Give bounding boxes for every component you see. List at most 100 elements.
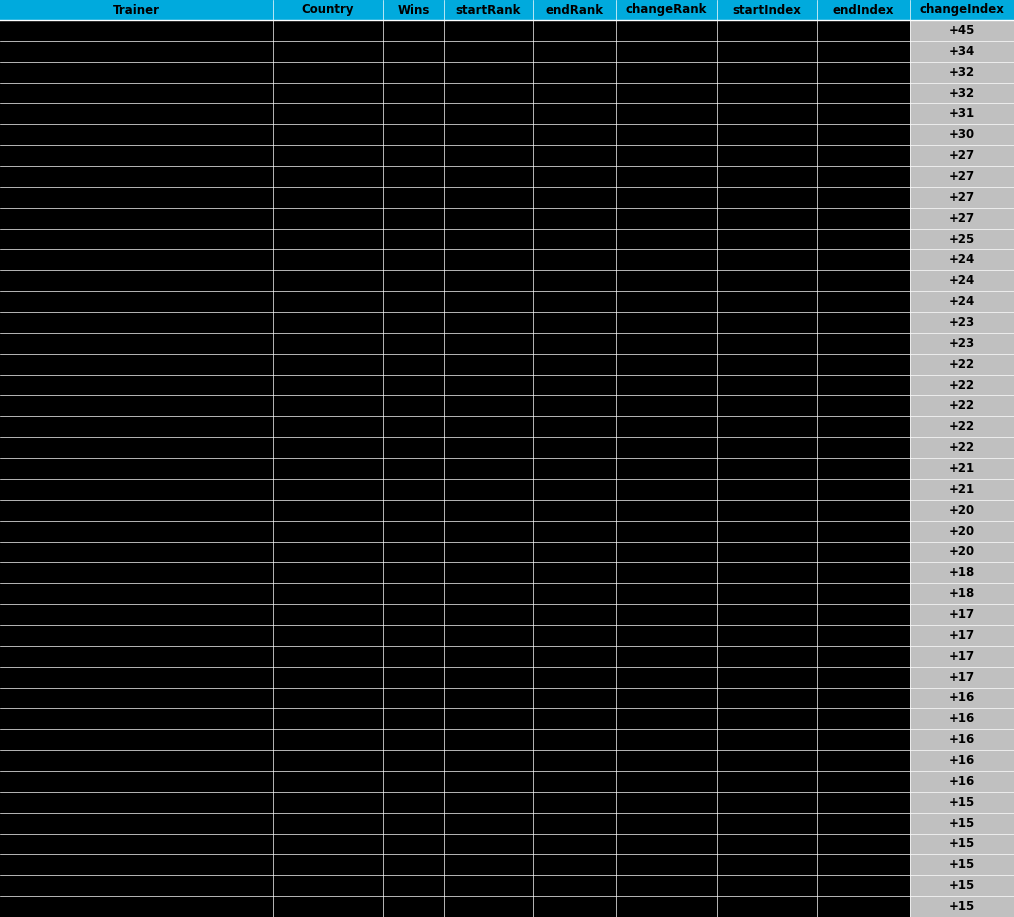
Bar [383,83,444,104]
Bar [911,333,1014,354]
Bar [444,41,533,61]
Bar [617,562,717,583]
Bar [444,166,533,187]
Bar [617,855,717,876]
Bar [273,771,383,792]
Bar [273,855,383,876]
Text: +16: +16 [949,754,975,767]
Bar [383,354,444,375]
Text: +22: +22 [949,400,975,413]
Bar [273,583,383,604]
Bar [911,375,1014,395]
Bar [0,41,273,61]
Bar [911,208,1014,228]
Bar [617,395,717,416]
Bar [533,228,617,249]
Bar [717,500,817,521]
Text: +22: +22 [949,358,975,370]
Bar [444,876,533,896]
Bar [717,61,817,83]
Bar [817,667,911,688]
Bar [817,583,911,604]
Bar [911,750,1014,771]
Bar [717,583,817,604]
Bar [817,125,911,145]
Bar [617,208,717,228]
Bar [0,249,273,271]
Bar [717,750,817,771]
Bar [817,249,911,271]
Bar [444,812,533,834]
Bar [383,583,444,604]
Bar [817,312,911,333]
Text: +17: +17 [949,670,975,683]
Bar [617,249,717,271]
Bar [444,855,533,876]
Bar [0,375,273,395]
Text: startIndex: startIndex [732,4,801,17]
Bar [273,312,383,333]
Bar [817,0,911,20]
Bar [383,166,444,187]
Bar [817,166,911,187]
Bar [717,208,817,228]
Bar [444,583,533,604]
Bar [717,437,817,458]
Bar [817,792,911,812]
Text: +18: +18 [949,567,975,580]
Bar [0,271,273,292]
Text: endRank: endRank [546,4,603,17]
Bar [0,61,273,83]
Bar [817,41,911,61]
Bar [617,625,717,646]
Bar [533,104,617,125]
Bar [717,521,817,542]
Bar [444,771,533,792]
Bar [444,0,533,20]
Bar [717,104,817,125]
Bar [617,166,717,187]
Bar [533,354,617,375]
Text: startRank: startRank [455,4,521,17]
Text: +34: +34 [949,45,975,58]
Bar [533,500,617,521]
Bar [533,521,617,542]
Bar [617,145,717,166]
Bar [273,354,383,375]
Text: +17: +17 [949,608,975,621]
Bar [911,542,1014,562]
Bar [383,834,444,855]
Bar [273,187,383,208]
Bar [911,625,1014,646]
Bar [0,395,273,416]
Bar [533,208,617,228]
Text: +24: +24 [949,274,975,287]
Bar [717,83,817,104]
Bar [717,604,817,625]
Bar [0,437,273,458]
Bar [533,145,617,166]
Bar [444,709,533,729]
Bar [617,834,717,855]
Bar [444,333,533,354]
Bar [817,458,911,479]
Bar [533,395,617,416]
Bar [273,20,383,41]
Bar [533,876,617,896]
Bar [911,688,1014,709]
Bar [0,771,273,792]
Bar [717,271,817,292]
Bar [273,271,383,292]
Bar [383,145,444,166]
Bar [0,104,273,125]
Bar [383,125,444,145]
Bar [444,500,533,521]
Bar [383,458,444,479]
Bar [717,834,817,855]
Text: +15: +15 [949,879,975,892]
Bar [273,145,383,166]
Text: +22: +22 [949,420,975,433]
Bar [273,0,383,20]
Bar [444,61,533,83]
Bar [911,604,1014,625]
